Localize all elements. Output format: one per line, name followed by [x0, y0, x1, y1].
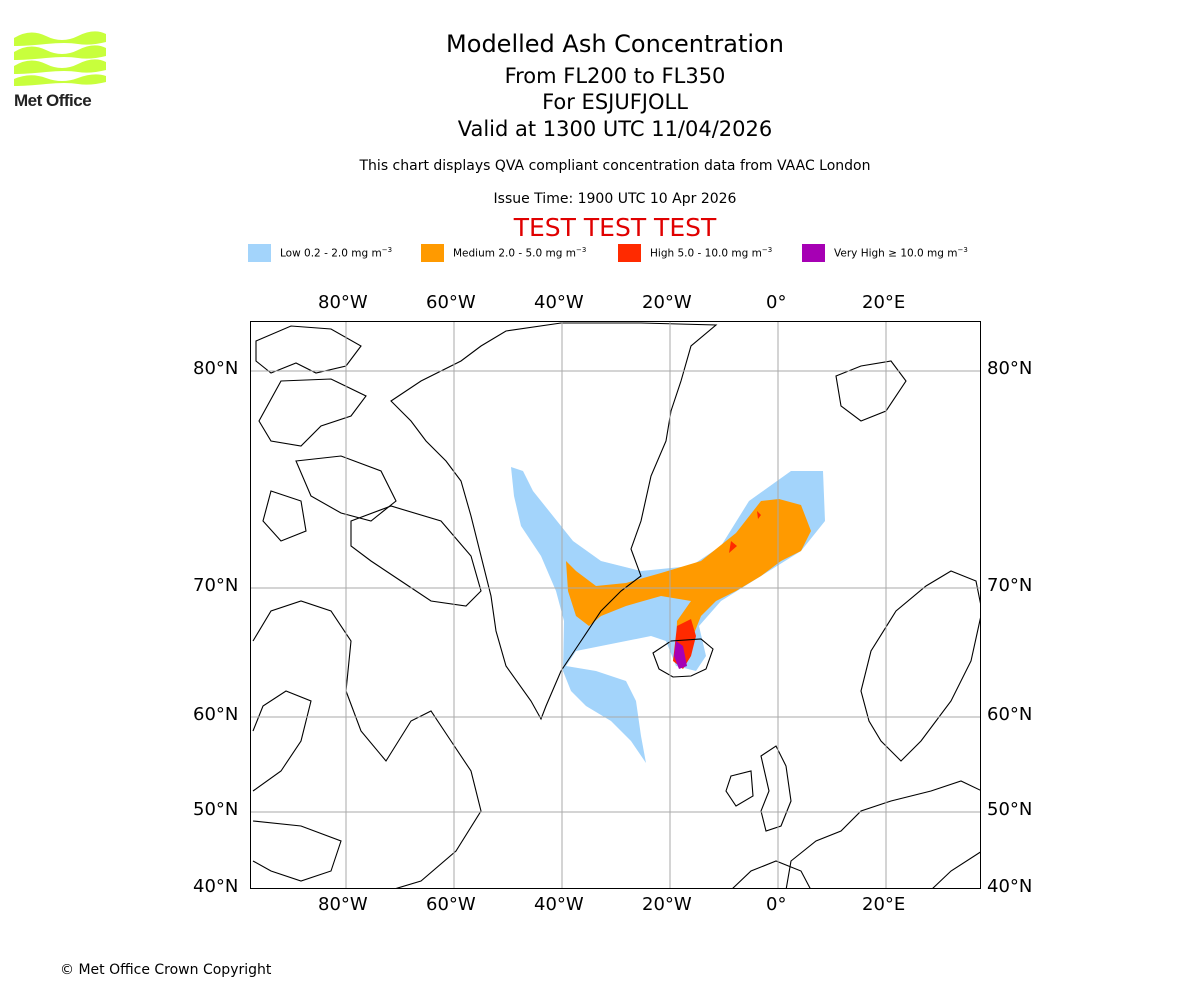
lat-label-left: 80°N: [193, 358, 239, 379]
lat-label-right: 40°N: [987, 876, 1033, 897]
lat-label-right: 80°N: [987, 358, 1033, 379]
volcano-name: For ESJUFJOLL: [542, 90, 688, 114]
lon-label-bottom: 0°: [766, 894, 787, 915]
lat-label-left: 50°N: [193, 799, 239, 820]
legend-label-low: Low 0.2 - 2.0 mg m−3: [280, 246, 393, 260]
legend-label-high: High 5.0 - 10.0 mg m−3: [650, 246, 773, 260]
lon-label-bottom: 20°W: [642, 894, 692, 915]
legend-swatch-high: [618, 244, 641, 262]
legend-item-medium: Medium 2.0 - 5.0 mg m−3: [421, 243, 586, 263]
ash-concentration-map[interactable]: [250, 321, 981, 889]
map-canvas: [251, 322, 980, 888]
legend-label-very-high: Very High ≥ 10.0 mg m−3: [834, 246, 968, 260]
lat-label-left: 40°N: [193, 876, 239, 897]
lat-label-left: 60°N: [193, 704, 239, 725]
qva-note: This chart displays QVA compliant concen…: [359, 158, 871, 174]
chart-title: Modelled Ash Concentration: [446, 30, 784, 58]
copyright-notice: © Met Office Crown Copyright: [60, 962, 272, 978]
flight-level-range: From FL200 to FL350: [504, 64, 726, 88]
legend-item-very-high: Very High ≥ 10.0 mg m−3: [802, 243, 968, 263]
test-banner: TEST TEST TEST: [513, 213, 717, 242]
lon-label-top: 0°: [766, 292, 787, 313]
valid-time: Valid at 1300 UTC 11/04/2026: [457, 117, 773, 141]
logo-text: Met Office: [14, 91, 92, 110]
legend-swatch-medium: [421, 244, 444, 262]
legend-label-medium: Medium 2.0 - 5.0 mg m−3: [453, 246, 587, 260]
lon-label-top: 80°W: [318, 292, 368, 313]
lat-label-right: 50°N: [987, 799, 1033, 820]
gridlines: [251, 322, 980, 888]
lat-label-left: 70°N: [193, 575, 239, 596]
lon-label-top: 60°W: [426, 292, 476, 313]
lon-label-bottom: 40°W: [534, 894, 584, 915]
issue-time: Issue Time: 1900 UTC 10 Apr 2026: [493, 191, 737, 207]
lon-label-top: 20°E: [862, 292, 906, 313]
coastlines: [252, 322, 980, 888]
lon-label-bottom: 20°E: [862, 894, 906, 915]
legend-swatch-very-high: [802, 244, 825, 262]
ash-area-very-high: [674, 641, 687, 669]
met-office-logo: [14, 31, 106, 86]
ash-area-medium: [566, 499, 811, 656]
lon-label-bottom: 80°W: [318, 894, 368, 915]
legend-item-high: High 5.0 - 10.0 mg m−3: [618, 243, 772, 263]
lon-label-top: 40°W: [534, 292, 584, 313]
legend-swatch-low: [248, 244, 271, 262]
lon-label-bottom: 60°W: [426, 894, 476, 915]
lat-label-right: 60°N: [987, 704, 1033, 725]
legend-item-low: Low 0.2 - 2.0 mg m−3: [248, 243, 392, 263]
lat-label-right: 70°N: [987, 575, 1033, 596]
lon-label-top: 20°W: [642, 292, 692, 313]
